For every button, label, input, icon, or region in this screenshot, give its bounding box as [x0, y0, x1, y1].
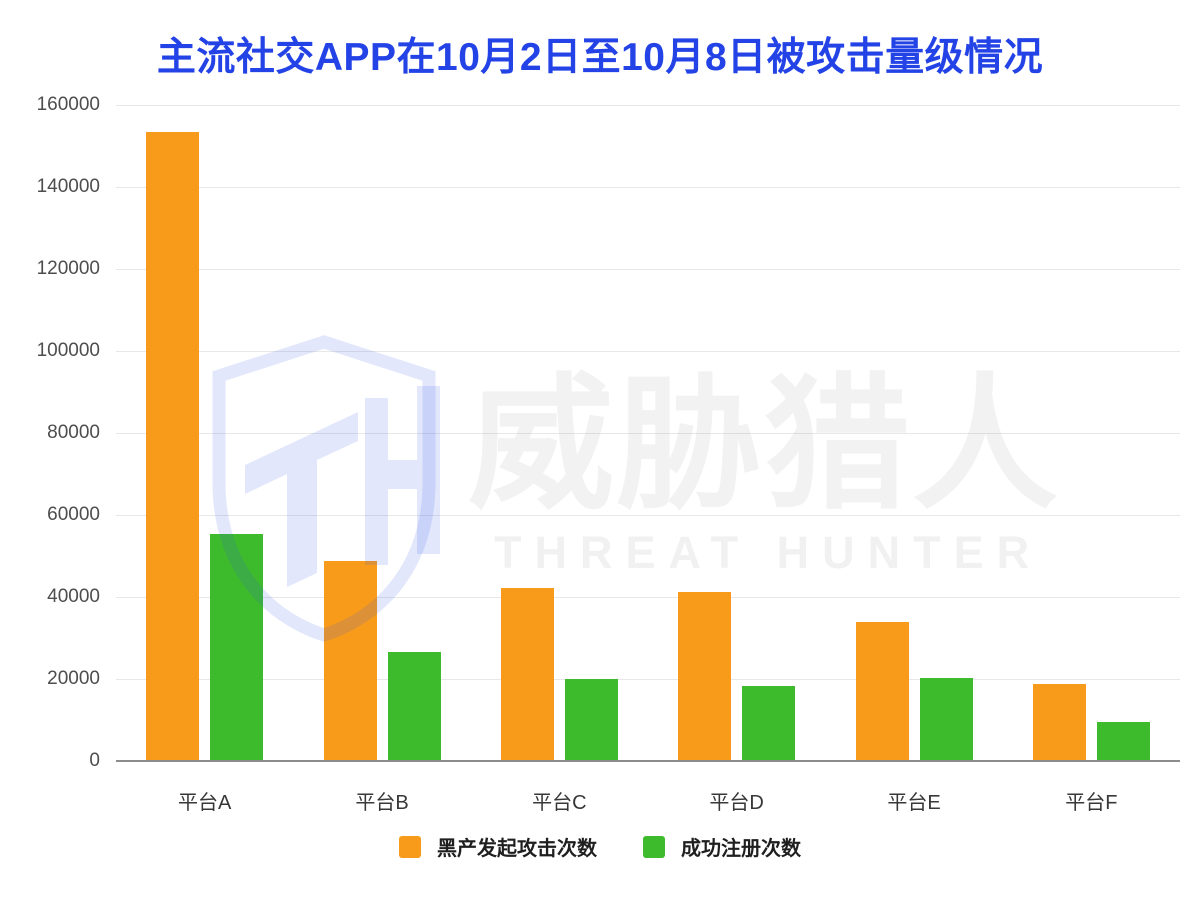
gridline-20000	[116, 679, 1180, 680]
x-tick-label-平台F: 平台F	[1065, 792, 1118, 814]
legend-item-register: 成功注册次数	[643, 832, 801, 861]
y-tick-label-60000: 60000	[47, 504, 100, 525]
bar-attack-平台A	[146, 131, 200, 761]
bar-register-平台E	[919, 677, 973, 761]
gridline-140000	[116, 187, 1180, 188]
legend-item-attack: 黑产发起攻击次数	[399, 832, 597, 861]
y-tick-label-100000: 100000	[36, 340, 100, 361]
plot-area	[116, 105, 1180, 762]
y-tick-label-20000: 20000	[47, 668, 100, 689]
x-tick-label-平台E: 平台E	[887, 792, 941, 814]
y-tick-label-0: 0	[89, 750, 100, 771]
y-tick-label-140000: 140000	[36, 176, 100, 197]
y-tick-label-40000: 40000	[47, 586, 100, 607]
gridline-160000	[116, 105, 1180, 106]
gridline-100000	[116, 351, 1180, 352]
legend-swatch-attack	[399, 835, 421, 858]
y-tick-label-160000: 160000	[36, 94, 100, 115]
gridline-120000	[116, 269, 1180, 270]
bar-register-平台A	[210, 534, 264, 761]
y-tick-label-80000: 80000	[47, 422, 100, 443]
gridline-40000	[116, 597, 1180, 598]
y-tick-label-120000: 120000	[36, 258, 100, 279]
x-tick-label-平台B: 平台B	[355, 792, 409, 814]
gridline-80000	[116, 433, 1180, 434]
legend-swatch-register	[643, 835, 665, 858]
x-tick-label-平台D: 平台D	[709, 792, 764, 814]
x-axis-line	[116, 760, 1180, 762]
bar-register-平台D	[742, 685, 796, 761]
bar-attack-平台C	[500, 588, 554, 761]
bar-register-平台F	[1096, 721, 1150, 761]
bar-attack-平台E	[855, 621, 909, 761]
x-tick-label-平台A: 平台A	[177, 792, 232, 814]
bar-attack-平台D	[678, 592, 732, 761]
bar-attack-平台B	[323, 560, 377, 761]
bar-register-平台C	[564, 678, 618, 761]
x-tick-label-平台C: 平台C	[532, 792, 587, 814]
legend-label-attack: 黑产发起攻击次数	[437, 838, 597, 860]
bar-register-平台B	[387, 652, 441, 761]
chart-title: 主流社交APP在10月2日至10月8日被攻击量级情况	[156, 36, 1044, 79]
gridline-60000	[116, 515, 1180, 516]
legend-label-register: 成功注册次数	[681, 838, 801, 860]
legend: 黑产发起攻击次数 成功注册次数	[0, 832, 1200, 861]
bar-attack-平台F	[1032, 683, 1086, 761]
